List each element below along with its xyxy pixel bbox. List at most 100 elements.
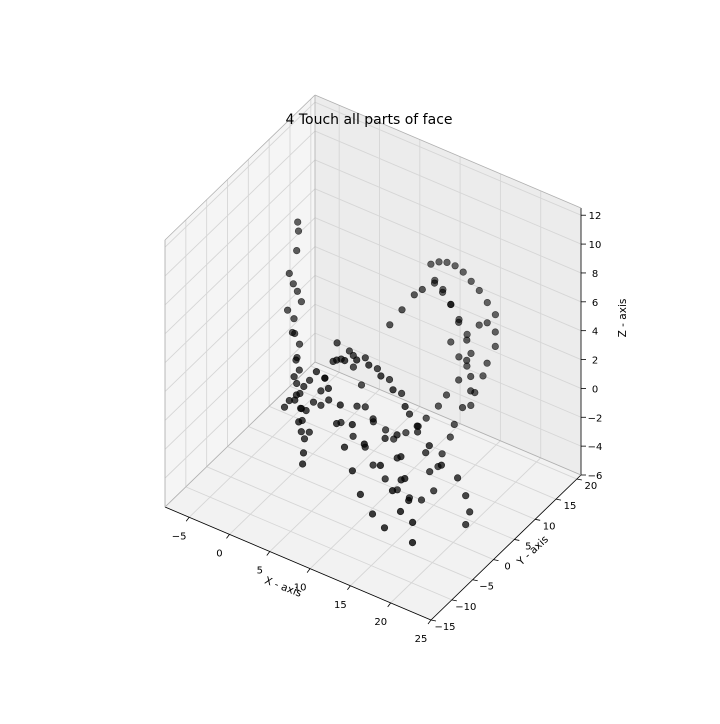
- z-tick-label: 2: [592, 356, 598, 367]
- data-point: [459, 268, 467, 276]
- data-point: [396, 507, 405, 516]
- data-point: [333, 339, 341, 347]
- data-point: [285, 269, 293, 278]
- data-point: [417, 496, 426, 504]
- grid-line-z-back: [314, 303, 582, 418]
- y-tick-mark: [514, 539, 520, 541]
- data-point: [443, 258, 451, 267]
- data-point: [380, 524, 389, 532]
- data-point: [348, 421, 356, 429]
- data-point: [463, 356, 471, 364]
- data-point: [446, 433, 454, 441]
- data-point: [333, 420, 341, 428]
- data-point: [348, 467, 357, 475]
- y-tick-label: −15: [434, 622, 455, 633]
- grid-line-z-back: [314, 130, 582, 245]
- data-point: [442, 391, 451, 399]
- data-point: [333, 356, 341, 364]
- data-point: [401, 402, 409, 411]
- data-point: [305, 428, 313, 436]
- x-axis-label: X - axis: [263, 575, 303, 600]
- data-point: [483, 299, 491, 307]
- z-tick-label: 4: [592, 327, 598, 338]
- grid-line-y-floor: [248, 426, 515, 540]
- data-point: [463, 336, 471, 344]
- data-point: [454, 474, 462, 482]
- data-point: [418, 285, 426, 294]
- data-point: [398, 306, 406, 314]
- data-point: [293, 247, 301, 255]
- grid-line-z-left: [164, 332, 316, 479]
- left-top-edge: [164, 94, 316, 241]
- data-point: [467, 387, 475, 395]
- data-point: [280, 403, 289, 411]
- y-axis-label: Y - axis: [514, 533, 551, 568]
- x-tick-mark: [185, 517, 190, 522]
- data-point: [491, 311, 500, 319]
- data-point: [302, 407, 310, 415]
- data-point: [447, 300, 455, 309]
- x-tick-mark: [427, 619, 432, 625]
- data-point: [356, 490, 365, 499]
- data-point: [422, 414, 430, 422]
- data-point: [345, 347, 354, 355]
- data-point: [385, 376, 394, 384]
- y-tick-label: 5: [525, 541, 531, 552]
- data-point: [321, 374, 329, 382]
- data-point: [293, 379, 301, 388]
- data-point: [409, 518, 417, 527]
- grid-lines: [164, 99, 582, 621]
- grid-line-z-left: [164, 188, 316, 335]
- data-point: [397, 453, 405, 461]
- data-point: [434, 402, 443, 410]
- data-point: [376, 461, 385, 470]
- axis-edges: [164, 94, 582, 621]
- data-point: [291, 329, 299, 338]
- data-point: [292, 391, 301, 399]
- data-point: [467, 401, 475, 410]
- data-point: [292, 356, 300, 364]
- grid-line-z-back: [314, 217, 582, 332]
- data-point: [455, 353, 463, 361]
- y-tick-label: −5: [479, 582, 494, 593]
- back-floor-edge: [314, 361, 582, 476]
- data-point: [455, 318, 463, 326]
- data-point: [389, 386, 397, 394]
- data-point: [381, 475, 389, 483]
- x-tick-label: 0: [216, 548, 222, 559]
- data-point: [365, 361, 373, 369]
- grid-line-y-floor: [227, 446, 494, 560]
- y-tick-label: 20: [584, 481, 597, 492]
- data-point: [450, 420, 458, 429]
- x-tick-label: 10: [294, 583, 307, 594]
- z-tick-label: 8: [592, 269, 598, 280]
- data-point: [309, 398, 318, 406]
- data-point: [368, 510, 377, 518]
- chart-title: 4 Touch all parts of face: [285, 112, 452, 128]
- y-tick-mark: [472, 579, 478, 582]
- grid-line-z-left: [164, 130, 316, 277]
- data-point: [300, 435, 309, 443]
- data-point: [467, 372, 475, 381]
- y-tick-mark: [555, 498, 562, 501]
- grid-line-z-back: [314, 332, 582, 447]
- x-tick-label: 15: [334, 600, 347, 611]
- y-tick-label: 15: [564, 501, 577, 512]
- data-point: [295, 340, 304, 348]
- x-axis-line: [164, 506, 432, 621]
- data-point: [349, 363, 358, 371]
- data-point: [284, 306, 292, 314]
- data-point: [467, 277, 475, 285]
- data-point: [422, 449, 430, 457]
- data-point: [466, 508, 474, 516]
- grid-line-z-back: [314, 188, 582, 303]
- grid-line-y-floor: [310, 365, 578, 480]
- y-tick-mark: [535, 518, 541, 521]
- data-point: [427, 260, 435, 268]
- data-point: [369, 415, 377, 423]
- x-tick-label: 25: [415, 634, 428, 645]
- data-point: [410, 291, 418, 299]
- data-point: [294, 227, 303, 235]
- y-tick-label: 0: [504, 562, 510, 573]
